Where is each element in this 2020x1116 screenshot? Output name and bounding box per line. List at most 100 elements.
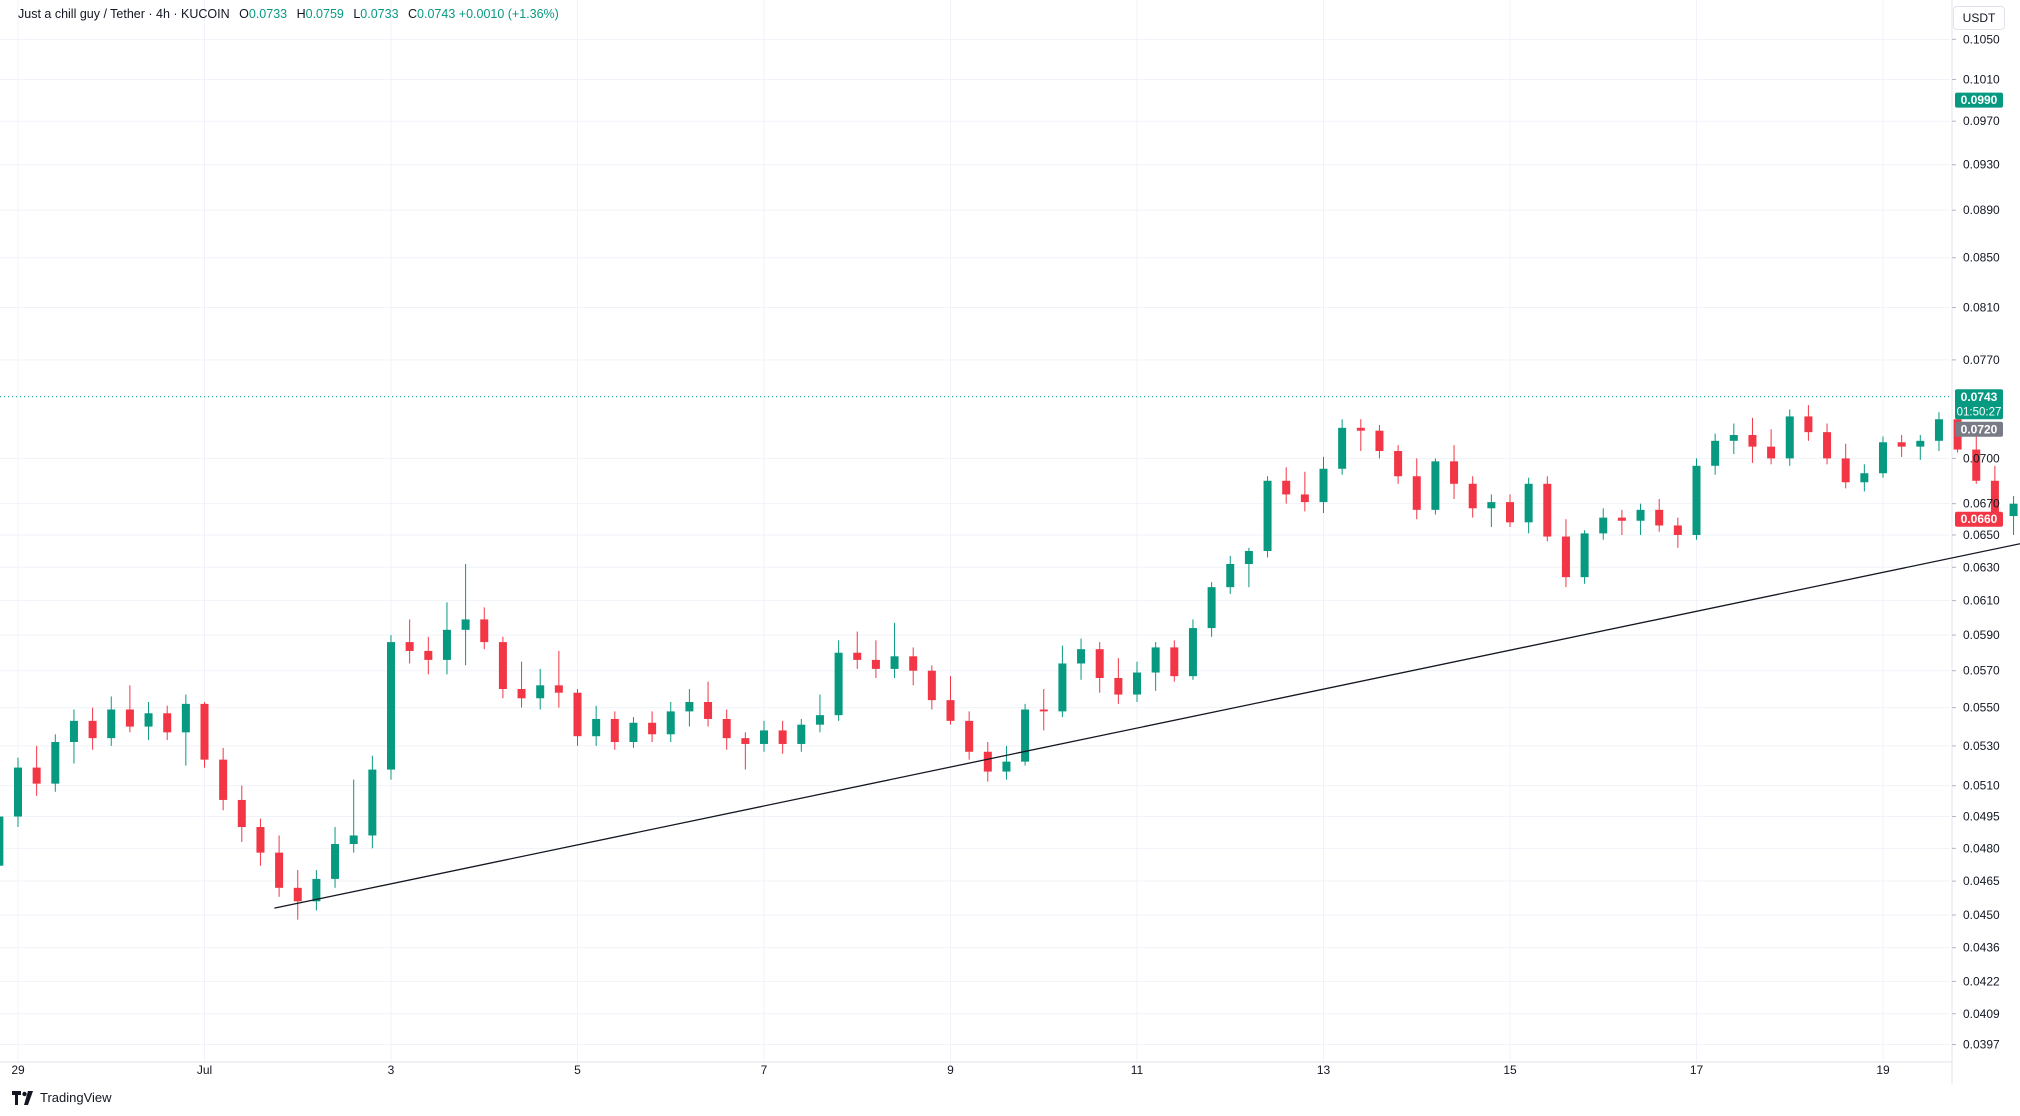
candle: [1673, 525, 1682, 535]
price-label: 0.0720: [1961, 422, 1998, 436]
candle: [704, 702, 713, 719]
candle: [1170, 647, 1179, 677]
candle: [1356, 427, 1365, 431]
candle: [629, 722, 638, 743]
candle: [741, 738, 750, 744]
candle: [1785, 416, 1794, 459]
candle: [1748, 435, 1757, 447]
candle: [163, 713, 172, 733]
y-tick-label: 0.0465: [1963, 874, 2000, 888]
x-tick-label: 29: [11, 1063, 25, 1077]
candle: [387, 642, 395, 770]
candle: [1021, 709, 1030, 762]
candle: [1319, 468, 1328, 503]
candle: [1729, 435, 1738, 441]
candle: [1244, 550, 1253, 564]
candle: [946, 700, 955, 721]
candle: [69, 720, 78, 743]
open-value: 0.0733: [248, 7, 288, 21]
price-label: 0.0743: [1961, 390, 1998, 404]
price-label-badge: [1955, 421, 2003, 437]
candle: [1095, 649, 1104, 678]
y-tick-label: 0.0630: [1963, 560, 2000, 574]
candle: [480, 619, 489, 643]
candle: [685, 702, 694, 712]
candle: [610, 718, 619, 743]
close-value: 0.0743: [417, 7, 456, 21]
x-tick-label: 11: [1131, 1063, 1144, 1077]
candle: [1617, 517, 1626, 521]
y-tick-label: 0.0810: [1963, 301, 2000, 315]
candle: [349, 835, 358, 845]
change-value: +0.0010 (+1.36%): [458, 7, 559, 21]
candle: [517, 689, 526, 699]
candle: [1506, 502, 1514, 523]
candle: [909, 656, 918, 671]
y-tick-label: 0.0850: [1963, 251, 2000, 265]
currency-button[interactable]: USDT: [1953, 6, 2005, 30]
tradingview-branding[interactable]: TradingView: [12, 1090, 112, 1105]
y-tick-label: 0.0770: [1963, 353, 2000, 367]
candle: [1450, 461, 1459, 484]
candle: [983, 751, 992, 772]
candle: [1916, 440, 1925, 447]
candle: [0, 816, 4, 866]
candle: [51, 742, 60, 784]
candle: [312, 878, 321, 902]
y-tick-label: 0.0530: [1963, 739, 2000, 753]
x-tick-label: 9: [947, 1063, 954, 1077]
high-value: 0.0759: [305, 7, 344, 21]
high-label: H: [296, 7, 306, 21]
candle: [1375, 430, 1384, 452]
y-tick-label: 0.0610: [1963, 594, 2000, 608]
candle: [554, 685, 563, 693]
x-tick-label: 3: [388, 1063, 395, 1077]
candle: [1711, 440, 1720, 466]
x-tick-label: 5: [574, 1063, 581, 1077]
price-label-badge: [1955, 92, 2003, 108]
x-tick-label: 7: [761, 1063, 768, 1077]
candle: [237, 799, 246, 828]
candle: [1412, 476, 1421, 510]
candle: [1636, 509, 1645, 521]
candle: [144, 713, 153, 727]
y-tick-label: 0.0590: [1963, 628, 2000, 642]
candle: [14, 767, 22, 817]
candle: [1767, 446, 1776, 459]
symbol-legend: Just a chill guy / Tether · 4h · KUCOIN …: [18, 7, 559, 21]
y-tick-label: 0.1010: [1963, 72, 2000, 86]
candle: [405, 642, 414, 651]
candle: [1300, 494, 1309, 503]
price-label-badge: [1955, 389, 2003, 420]
tradingview-logo-icon: [12, 1090, 33, 1105]
candle: [107, 709, 116, 739]
y-tick-label: 0.0930: [1963, 158, 2000, 172]
y-tick-label: 0.0409: [1963, 1007, 2000, 1021]
candle: [1431, 461, 1440, 510]
close-label: C: [408, 7, 418, 21]
candle: [648, 722, 657, 735]
candle: [1188, 628, 1197, 677]
candle: [1338, 427, 1347, 469]
y-tick-label: 0.0397: [1963, 1038, 2000, 1052]
symbol-title[interactable]: Just a chill guy / Tether · 4h · KUCOIN: [18, 7, 230, 21]
candle: [1207, 587, 1216, 629]
y-tick-label: 0.0450: [1963, 908, 2000, 922]
candle: [666, 711, 675, 735]
candle: [461, 619, 470, 630]
y-tick-label: 0.0495: [1963, 810, 2000, 824]
candle: [1487, 502, 1496, 509]
x-tick-label: Jul: [197, 1063, 212, 1077]
candle: [722, 718, 731, 739]
candle: [1077, 649, 1086, 664]
candle: [1841, 458, 1850, 483]
y-tick-label: 0.0650: [1963, 528, 2000, 542]
candle: [256, 827, 265, 853]
candle: [1133, 672, 1141, 695]
candle: [778, 730, 787, 744]
candle: [573, 692, 582, 737]
candle: [1058, 663, 1067, 712]
y-tick-label: 0.0670: [1963, 497, 2000, 511]
candle: [442, 629, 451, 660]
